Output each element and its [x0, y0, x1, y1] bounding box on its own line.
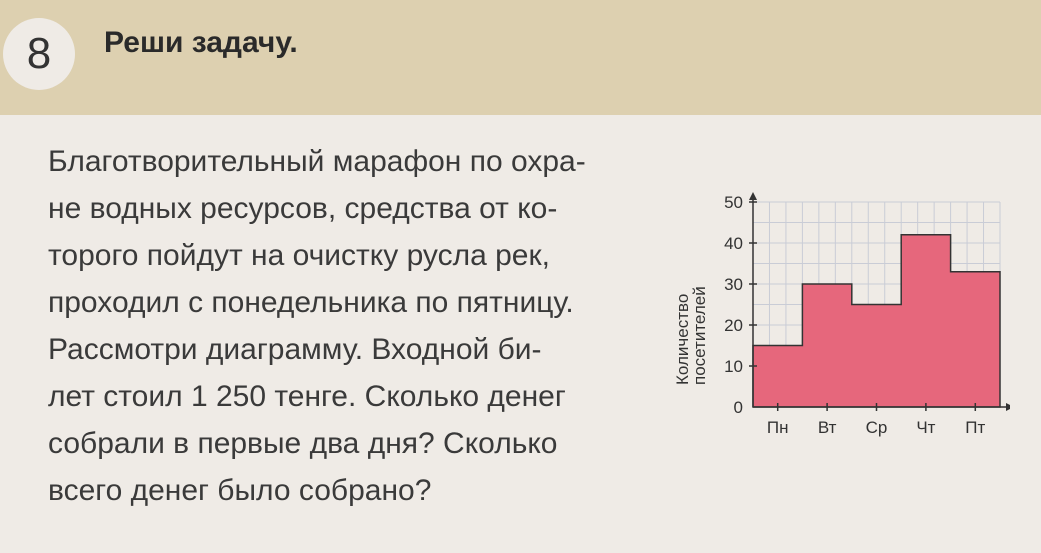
x-tick-labels: Пн Вт Ср Чт Пт [767, 403, 986, 437]
y-tick-label: 20 [724, 316, 743, 335]
y-axis-arrow [749, 192, 757, 200]
problem-line: не водных ресурсов, средства от ко- [48, 192, 558, 225]
task-number-badge: 8 [3, 18, 75, 90]
problem-line: собрали в первые два дня? Сколько [48, 427, 558, 460]
visitors-bars [752, 234, 1001, 408]
x-tick-label: Пт [965, 418, 985, 437]
task-number: 8 [26, 29, 52, 78]
x-tick-label: Пн [767, 418, 789, 437]
problem-line: Рассмотри диаграмму. Входной би- [48, 333, 542, 366]
y-axis-label-line1: Количество [673, 294, 692, 385]
task-title: Реши задачу. [104, 26, 298, 59]
x-tick-label: Вт [818, 418, 837, 437]
x-tick-label: Ср [866, 418, 888, 437]
y-tick-label: 50 [724, 193, 743, 212]
y-tick-labels: 0 10 20 30 40 50 [724, 193, 757, 417]
problem-line: проходил с понедельника по пятницу. [48, 286, 574, 319]
y-tick-label: 30 [724, 275, 743, 294]
chart-axes [749, 192, 1010, 411]
problem-line: торого пойдут на очистку русла рек, [48, 239, 550, 272]
y-tick-label: 0 [734, 398, 743, 417]
y-tick-label: 10 [724, 357, 743, 376]
problem-line: всего денег было собрано? [48, 474, 432, 507]
visitors-chart: 0 10 20 30 40 50 Пн Вт Ср Чт Пт Количество посети… [673, 192, 1010, 437]
problem-line: Благотворительный марафон по охра- [48, 145, 586, 178]
problem-line: лет стоил 1 250 тенге. Сколько денег [48, 380, 566, 413]
header-band [0, 0, 1041, 115]
x-tick-label: Чт [916, 418, 935, 437]
y-tick-label: 40 [724, 234, 743, 253]
x-axis-arrow [1006, 403, 1010, 411]
y-axis-label-line2: посетителей [690, 286, 709, 385]
problem-text: Благотворительный марафон по охра- не во… [48, 138, 668, 514]
